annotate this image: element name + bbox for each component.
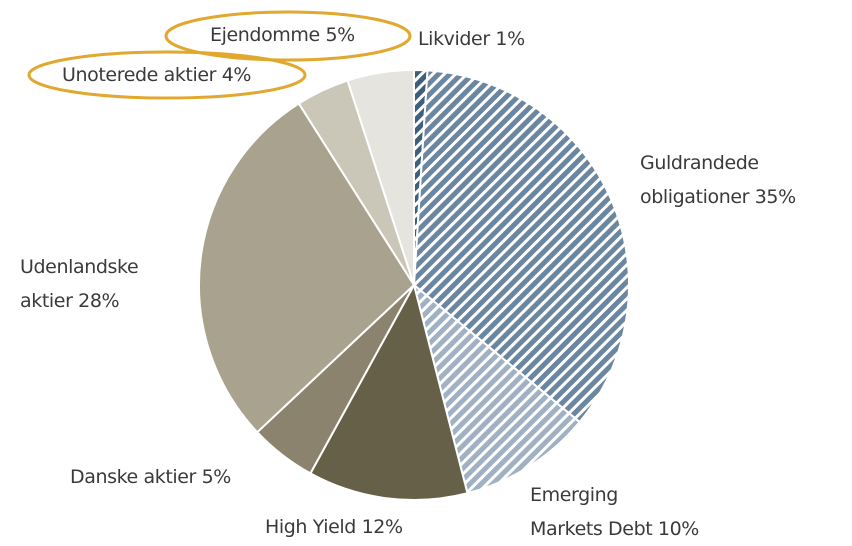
slice-label: Emerging Markets Debt 10% <box>530 478 699 546</box>
category-name: Emerging Markets Debt <box>530 484 653 540</box>
slice-label: Udenlandske aktier 28% <box>20 250 139 318</box>
value-label: 1% <box>495 28 525 50</box>
slice-label: Guldrandede obligationer 35% <box>640 146 796 214</box>
slice-label: Likvider 1% <box>418 22 525 56</box>
value-label: 10% <box>657 518 699 540</box>
slice-label: Unoterede aktier 4% <box>62 58 251 92</box>
value-label: 5% <box>325 24 355 46</box>
value-label: 5% <box>201 466 232 488</box>
category-name: Danske aktier <box>70 466 196 488</box>
highlight-ellipse <box>27 50 307 100</box>
pie-slice <box>198 102 416 434</box>
pie-slice <box>346 68 415 286</box>
category-name: Udenlandske aktier <box>20 256 139 312</box>
pie-slice <box>412 282 582 495</box>
pie-slice <box>412 69 630 424</box>
slice-label: Danske aktier 5% <box>70 460 231 494</box>
slice-label: High Yield 12% <box>265 510 403 544</box>
value-label: 4% <box>221 64 252 86</box>
category-name: Ejendomme <box>210 24 320 46</box>
value-label: 28% <box>78 290 120 312</box>
slice-label: Ejendomme 5% <box>210 18 355 52</box>
highlight-ellipse <box>164 10 412 62</box>
value-label: 35% <box>754 186 796 208</box>
category-name: Guldrandede obligationer <box>640 152 759 208</box>
category-name: Likvider <box>418 28 490 50</box>
category-name: Unoterede aktier <box>62 64 217 86</box>
value-label: 12% <box>361 516 403 538</box>
category-name: High Yield <box>265 516 356 538</box>
pie-slice <box>309 282 469 501</box>
